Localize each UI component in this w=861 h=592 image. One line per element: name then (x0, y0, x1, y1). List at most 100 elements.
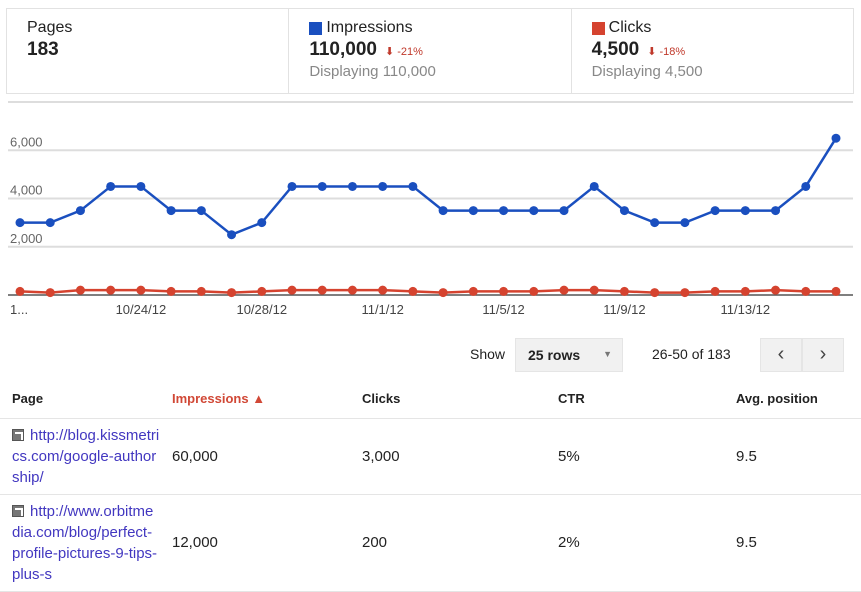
clicks-cell: 3,000 (350, 418, 546, 495)
x-tick-label: 1... (10, 302, 28, 317)
line-chart: 8,000 6,000 4,000 2,000 1... 10/24/12 10/28/12… (8, 100, 853, 317)
data-point-impressions (771, 206, 781, 216)
data-point-impressions (257, 218, 267, 228)
data-point-impressions (650, 218, 660, 228)
summary-bar: Pages 183 Impressions 110,000 ⬇ -21% Disp… (6, 8, 854, 94)
data-point-impressions (740, 206, 750, 216)
page-url: http://www.orbitmedia.com/blog/perfect-p… (12, 502, 158, 583)
x-tick-label: 11/13/12 (721, 302, 771, 317)
data-point-impressions (227, 230, 237, 240)
clicks-card[interactable]: Clicks 4,500 ⬇ -18% Displaying 4,500 (572, 9, 853, 93)
clicks-display: Displaying 4,500 (591, 63, 703, 80)
col-page[interactable]: Page (0, 380, 160, 419)
external-page-icon[interactable] (12, 428, 24, 441)
data-point-clicks (438, 288, 448, 298)
impressions-cell: 60,000 (160, 418, 350, 495)
data-point-clicks (468, 286, 478, 296)
data-point-clicks (831, 286, 841, 296)
x-tick-label: 11/9/12 (603, 302, 645, 317)
data-point-clicks (589, 285, 599, 295)
data-point-clicks (801, 286, 811, 296)
data-point-impressions (75, 206, 85, 216)
data-point-impressions (438, 206, 448, 216)
data-point-impressions (166, 206, 176, 216)
pages-value: 183 (27, 39, 59, 60)
clicks-cell: 200 (350, 494, 546, 592)
data-point-clicks (287, 285, 297, 295)
x-tick-label: 10/24/12 (116, 302, 167, 317)
data-point-clicks (45, 288, 55, 298)
rows-select-value: 25 rows (528, 347, 581, 363)
data-point-impressions (589, 181, 599, 191)
x-tick-label: 11/5/12 (482, 302, 524, 317)
table-row: http://www.orbitmedia.com/blog/perfect-p… (0, 494, 861, 592)
clicks-swatch-icon[interactable] (591, 21, 605, 35)
prev-page-button[interactable]: ‹ (760, 338, 802, 372)
show-label: Show (470, 346, 506, 362)
data-point-clicks (771, 285, 781, 295)
pages-label: Pages (27, 19, 73, 36)
impressions-change: -21% (397, 46, 423, 58)
data-point-clicks (408, 286, 418, 296)
data-point-clicks (317, 285, 327, 295)
data-point-clicks (106, 285, 116, 295)
table-controls: Show 25 rows ▼ 26-50 of 183 ‹ › (0, 336, 861, 372)
data-point-clicks (75, 285, 85, 295)
data-point-impressions (408, 181, 418, 191)
page-link[interactable]: http://blog.kissmetrics.com/google-autho… (12, 425, 160, 488)
data-point-impressions (801, 181, 811, 191)
page-link[interactable]: http://www.orbitmedia.com/blog/perfect-p… (12, 501, 160, 585)
data-point-impressions (136, 181, 146, 191)
series-line-impressions (20, 137, 838, 237)
clicks-change: -18% (659, 46, 686, 58)
col-clicks[interactable]: Clicks (350, 380, 546, 419)
next-page-button[interactable]: › (802, 338, 844, 372)
col-impressions[interactable]: Impressions ▲ (160, 380, 350, 419)
data-point-impressions (468, 206, 478, 216)
y-tick-label: 8,000 (10, 100, 43, 101)
data-point-clicks (166, 286, 176, 296)
data-point-impressions (619, 206, 629, 216)
data-point-impressions (529, 206, 539, 216)
data-point-impressions (317, 181, 327, 191)
down-arrow-icon: ⬇ (647, 46, 660, 58)
down-arrow-icon: ⬇ (384, 46, 398, 58)
data-point-clicks (619, 286, 629, 296)
pages-card: Pages 183 (7, 9, 290, 93)
y-tick-label: 4,000 (10, 183, 43, 198)
data-point-clicks (650, 288, 660, 298)
page-url: http://blog.kissmetrics.com/google-autho… (12, 426, 160, 486)
data-point-impressions (831, 133, 841, 143)
impressions-card[interactable]: Impressions 110,000 ⬇ -21% Displaying 110… (289, 9, 572, 93)
data-point-clicks (136, 285, 146, 295)
y-tick-label: 6,000 (10, 134, 43, 149)
clicks-value: 4,500 (591, 39, 640, 60)
ctr-cell: 5% (546, 418, 724, 495)
data-point-impressions (15, 218, 25, 228)
impressions-value: 110,000 (309, 39, 377, 60)
impressions-cell: 12,000 (160, 494, 350, 592)
data-point-clicks (257, 286, 267, 296)
series-line-clicks (19, 288, 836, 294)
col-avg-position[interactable]: Avg. position (724, 380, 861, 419)
data-point-impressions (287, 181, 297, 191)
clicks-label: Clicks (608, 19, 652, 36)
x-tick-label: 11/1/12 (361, 302, 403, 317)
impressions-display: Displaying 110,000 (309, 63, 436, 80)
data-point-clicks (559, 285, 569, 295)
rows-select[interactable]: 25 rows ▼ (515, 338, 623, 372)
data-point-impressions (378, 181, 388, 191)
data-point-clicks (710, 286, 720, 296)
data-point-impressions (347, 181, 357, 191)
col-ctr[interactable]: CTR (546, 380, 724, 419)
x-tick-label: 10/28/12 (236, 302, 287, 317)
pages-table: Page Impressions ▲ Clicks CTR Avg. posit… (0, 380, 861, 592)
external-page-icon[interactable] (12, 504, 24, 517)
data-point-impressions (559, 206, 569, 216)
data-point-impressions (680, 218, 690, 228)
page-range: 26-50 of 183 (652, 346, 731, 362)
data-point-clicks (347, 285, 357, 295)
impressions-swatch-icon[interactable] (309, 21, 323, 35)
table-row: http://blog.kissmetrics.com/google-autho… (0, 418, 861, 495)
data-point-clicks (196, 286, 206, 296)
